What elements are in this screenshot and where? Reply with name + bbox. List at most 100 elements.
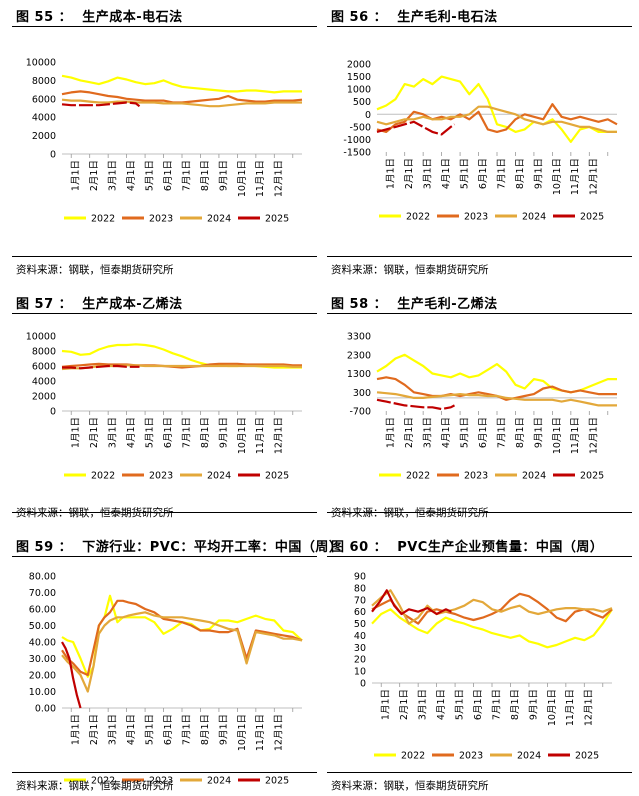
x-tick-label: 5月1日 bbox=[459, 158, 470, 189]
panel-fig60: 图 60 ： PVC生产企业预售量：中国（周） 0 10 20 30 40 50 60 70 8… bbox=[327, 532, 632, 796]
x-tick-label: 6月1日 bbox=[478, 158, 489, 189]
y-tick-label: 1300 bbox=[347, 369, 371, 380]
y-tick-label: 300 bbox=[353, 388, 371, 399]
y-tick-label: 500 bbox=[353, 97, 371, 108]
series-line-2025 bbox=[371, 589, 452, 616]
y-tick-label: -700 bbox=[349, 407, 371, 418]
x-tick-label: 2月1日 bbox=[89, 714, 100, 745]
y-tick-label: 2000 bbox=[347, 60, 371, 71]
y-tick-label: -1000 bbox=[343, 135, 371, 146]
panel-rule bbox=[327, 772, 632, 773]
source-note: 资料来源：钢联，恒泰期货研究所 bbox=[16, 507, 174, 519]
y-tick-label: 0 bbox=[360, 679, 366, 690]
x-tick-label: 9月1日 bbox=[533, 417, 544, 448]
x-tick-label: 4月1日 bbox=[126, 714, 137, 745]
y-tick-label: 6000 bbox=[32, 94, 56, 105]
x-tick-label: 2月1日 bbox=[89, 417, 100, 448]
series-line-2025 bbox=[376, 120, 456, 136]
legend-label-2025: 2025 bbox=[575, 751, 599, 762]
y-tick-label: 70.00 bbox=[29, 588, 56, 599]
x-tick-label: 9月1日 bbox=[533, 158, 544, 189]
source-note: 资料来源：钢联，恒泰期货研究所 bbox=[331, 507, 489, 519]
x-tick-label: 8月1日 bbox=[510, 689, 521, 720]
y-tick-label: -1500 bbox=[343, 148, 371, 159]
x-tick-label: 2月1日 bbox=[404, 417, 415, 448]
series-line-2023 bbox=[61, 362, 302, 369]
y-tick-label: 40.00 bbox=[29, 638, 56, 649]
y-tick-label: 20.00 bbox=[29, 671, 56, 682]
panel-title: 图 58 ： 生产毛利-乙烯法 bbox=[331, 297, 498, 312]
y-tick-label: 80 bbox=[354, 583, 366, 594]
legend-label-2022: 2022 bbox=[91, 214, 115, 225]
x-tick-label: 3月1日 bbox=[418, 689, 429, 720]
panel-fig58: 图 58 ： 生产毛利-乙烯法 -700 300 1300 2300 3300 1月1日 2… bbox=[327, 287, 632, 527]
x-tick-label: 6月1日 bbox=[163, 714, 174, 745]
x-tick-label: 7月1日 bbox=[491, 689, 502, 720]
x-tick-label: 7月1日 bbox=[181, 417, 192, 448]
x-tick-label: 2月1日 bbox=[89, 160, 100, 191]
x-tick-label: 12月1日 bbox=[589, 417, 600, 454]
x-tick-label: 10月1日 bbox=[552, 158, 563, 195]
x-tick-label: 8月1日 bbox=[200, 160, 211, 191]
x-tick-label: 5月1日 bbox=[144, 417, 155, 448]
series-line-2025 bbox=[62, 364, 140, 370]
x-tick-label: 11月1日 bbox=[255, 417, 266, 454]
legend-label-2024: 2024 bbox=[517, 751, 541, 762]
x-tick-label: 3月1日 bbox=[423, 158, 434, 189]
x-tick-label: 5月1日 bbox=[459, 417, 470, 448]
x-tick-label: 8月1日 bbox=[515, 158, 526, 189]
panel-rule bbox=[12, 26, 317, 27]
panel-title: 图 59 ： 下游行业：PVC：平均开工率：中国（周） bbox=[16, 540, 343, 555]
x-tick-label: 11月1日 bbox=[570, 158, 581, 195]
x-tick-label: 4月1日 bbox=[126, 417, 137, 448]
y-tick-label: 4000 bbox=[32, 113, 56, 124]
source-note: 资料来源：钢联，恒泰期货研究所 bbox=[16, 264, 174, 276]
x-tick-label: 10月1日 bbox=[547, 689, 558, 726]
panel-fig56: 图 56 ： 生产毛利-电石法 -1500 -1000 -500 0 500 1000 15… bbox=[327, 0, 632, 280]
legend-label-2023: 2023 bbox=[459, 751, 483, 762]
series-line-2022 bbox=[376, 353, 617, 394]
source-note: 资料来源：钢联，恒泰期货研究所 bbox=[331, 264, 489, 276]
legend-label-2023: 2023 bbox=[464, 212, 488, 223]
legend-label-2024: 2024 bbox=[207, 776, 231, 787]
chart-fig58: -700 300 1300 2300 3300 1月1日 2月1日 3月1日 4月1日 5月1日 6… bbox=[347, 332, 617, 482]
y-tick-label: 0 bbox=[50, 407, 56, 418]
x-tick-label: 3月1日 bbox=[108, 160, 119, 191]
legend-label-2023: 2023 bbox=[149, 214, 173, 225]
y-tick-label: -500 bbox=[349, 122, 371, 133]
panel-title: 图 56 ： 生产毛利-电石法 bbox=[331, 10, 498, 25]
chart-fig55: 0 2000 4000 6000 8000 10000 1月1日 2月1日 3月1日 4月1日 5月… bbox=[26, 58, 303, 225]
x-tick-label: 2月1日 bbox=[404, 158, 415, 189]
legend-label-2025: 2025 bbox=[265, 471, 289, 482]
legend-label-2025: 2025 bbox=[580, 212, 604, 223]
panel-rule bbox=[12, 772, 317, 773]
x-tick-label: 3月1日 bbox=[423, 417, 434, 448]
legend-label-2022: 2022 bbox=[91, 471, 115, 482]
x-tick-label: 10月1日 bbox=[237, 417, 248, 454]
x-tick-label: 4月1日 bbox=[441, 158, 452, 189]
source-note: 资料来源：钢联，恒泰期货研究所 bbox=[16, 780, 174, 792]
x-tick-label: 4月1日 bbox=[441, 417, 452, 448]
legend-label-2024: 2024 bbox=[522, 471, 546, 482]
y-tick-label: 2000 bbox=[32, 392, 56, 403]
x-tick-label: 3月1日 bbox=[108, 714, 119, 745]
legend-label-2023: 2023 bbox=[149, 471, 173, 482]
panel-fig55: 图 55 ： 生产成本-电石法 0 2000 4000 6000 8000 10000 1月… bbox=[12, 0, 317, 280]
series-line-2022 bbox=[371, 608, 613, 649]
legend-label-2024: 2024 bbox=[207, 214, 231, 225]
x-tick-label: 5月1日 bbox=[144, 160, 155, 191]
x-tick-label: 10月1日 bbox=[552, 417, 563, 454]
x-tick-label: 8月1日 bbox=[515, 417, 526, 448]
x-tick-label: 1月1日 bbox=[381, 689, 392, 720]
chart-fig57: 0 2000 4000 6000 8000 10000 1月1日 2月1日 3月1日 4月1日 5月… bbox=[26, 332, 302, 482]
y-tick-label: 10 bbox=[354, 667, 366, 678]
y-tick-label: 0.00 bbox=[35, 704, 56, 715]
x-tick-label: 8月1日 bbox=[200, 714, 211, 745]
x-tick-label: 11月1日 bbox=[570, 417, 581, 454]
panel-rule bbox=[327, 313, 632, 314]
series-line-2024 bbox=[61, 611, 303, 693]
y-tick-label: 2300 bbox=[347, 350, 371, 361]
x-tick-label: 5月1日 bbox=[144, 714, 155, 745]
y-tick-label: 80.00 bbox=[29, 572, 56, 583]
